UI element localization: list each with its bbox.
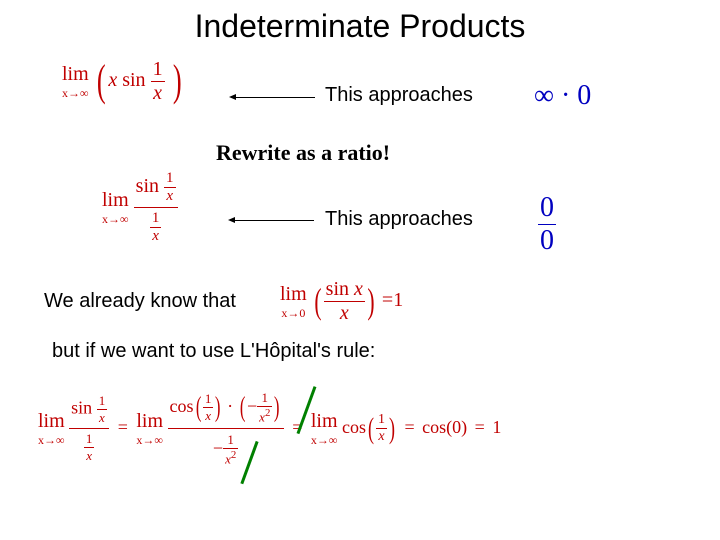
num-1: 1 bbox=[151, 58, 165, 82]
eqD: = bbox=[475, 417, 485, 437]
nA1: 1 bbox=[97, 393, 108, 410]
dB1: x bbox=[203, 408, 214, 424]
cosD: cos bbox=[422, 417, 446, 437]
nB3: 1 bbox=[223, 432, 238, 449]
sin3: sin bbox=[326, 278, 349, 300]
nA2: 1 bbox=[84, 431, 95, 448]
eq2: limx→∞ sin 1x 1x bbox=[102, 170, 178, 245]
lim-text3: lim bbox=[280, 283, 307, 306]
limB: lim bbox=[136, 410, 163, 433]
limBs: x→∞ bbox=[136, 433, 163, 448]
lim-text2: lim bbox=[102, 189, 129, 212]
eq-derivation: limx→∞ sin 1x 1x = limx→∞ cos(1x) · (−1x… bbox=[38, 390, 501, 468]
sinA: sin bbox=[71, 398, 92, 418]
rewrite-text: Rewrite as a ratio! bbox=[216, 140, 390, 166]
limAs: x→∞ bbox=[38, 433, 65, 448]
var-x: x bbox=[108, 69, 117, 91]
dx2: x bbox=[150, 228, 162, 245]
already-know: We already know that bbox=[44, 290, 236, 313]
dA2: x bbox=[84, 448, 95, 464]
x3: x bbox=[354, 278, 363, 300]
nC1: 1 bbox=[376, 412, 387, 429]
arrow-2 bbox=[234, 220, 314, 221]
one-res: 1 bbox=[393, 289, 403, 311]
infty-sym: ∞ bbox=[534, 80, 554, 111]
nB2: 1 bbox=[257, 390, 272, 407]
lim-sub2: x→∞ bbox=[102, 212, 129, 227]
oneD: 1 bbox=[492, 417, 501, 437]
cosB: cos bbox=[170, 396, 194, 416]
cosC: cos bbox=[342, 417, 366, 437]
nB1: 1 bbox=[203, 391, 214, 408]
dC1: x bbox=[376, 429, 387, 445]
approaches-1: This approaches bbox=[325, 84, 473, 107]
lim-text: lim bbox=[62, 63, 89, 86]
limA: lim bbox=[38, 410, 65, 433]
zero-sym: 0 bbox=[577, 80, 591, 111]
eq1: limx→∞ (x sin 1x ) bbox=[62, 58, 184, 105]
eq-sinx-over-x: limx→0 (sin xx) =1 bbox=[280, 278, 403, 325]
n1: 1 bbox=[164, 170, 176, 188]
limCs: x→∞ bbox=[311, 433, 338, 448]
zero-over-zero: 00 bbox=[538, 192, 556, 257]
den-x: x bbox=[151, 82, 165, 105]
eq-sym: = bbox=[382, 289, 393, 311]
lim-sub3: x→0 bbox=[280, 306, 307, 321]
minB2: − bbox=[213, 438, 223, 458]
infty-times-zero: ∞ · 0 bbox=[534, 80, 591, 112]
page-title: Indeterminate Products bbox=[0, 8, 720, 45]
lim-sub: x→∞ bbox=[62, 86, 89, 101]
sin2: sin bbox=[136, 175, 159, 197]
dx1: x bbox=[164, 188, 176, 205]
eqA: = bbox=[118, 417, 128, 437]
arrow-1 bbox=[235, 97, 315, 98]
approaches-2: This approaches bbox=[325, 208, 473, 231]
n2: 1 bbox=[150, 210, 162, 228]
limC: lim bbox=[311, 410, 338, 433]
num0: 0 bbox=[538, 192, 556, 225]
dot-sym: · bbox=[561, 80, 570, 111]
x3d: x bbox=[324, 302, 365, 325]
dA1: x bbox=[97, 410, 108, 426]
dotB: · bbox=[227, 396, 233, 416]
lhopital-text: but if we want to use L'Hôpital's rule: bbox=[52, 340, 375, 363]
zD: 0 bbox=[452, 417, 461, 437]
eqC: = bbox=[405, 417, 415, 437]
den0: 0 bbox=[538, 225, 556, 257]
sin: sin bbox=[122, 69, 145, 91]
minB1: − bbox=[247, 396, 257, 416]
